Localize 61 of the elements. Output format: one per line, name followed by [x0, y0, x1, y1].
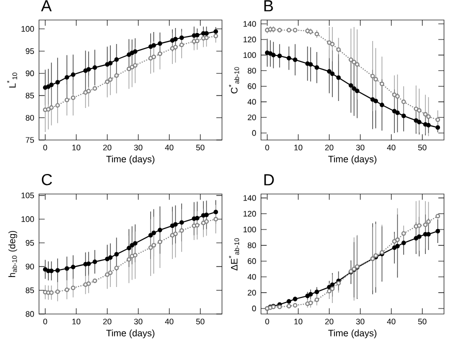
y-tick-label: 140: [244, 21, 256, 27]
y-tick-label: 100: [22, 26, 34, 32]
x-tick-label: 40: [387, 144, 396, 150]
x-tick-label: 40: [165, 144, 174, 150]
y-tick-label: 40: [248, 98, 256, 105]
y-tick-label: 100: [244, 52, 256, 58]
y-tick-label: 85: [26, 287, 34, 294]
y-tick-label: 80: [248, 242, 256, 248]
chart-title: D: [264, 174, 274, 186]
x-tick-label: 20: [325, 144, 334, 150]
x-tick-label: 30: [356, 144, 364, 150]
x-tick-label: 30: [134, 144, 142, 150]
x-tick-label: 0: [43, 144, 48, 150]
x-tick-label: 20: [103, 318, 112, 324]
x-tick-label: 10: [294, 144, 302, 150]
y-tick-label: 140: [244, 195, 256, 201]
y-tick-label: 40: [248, 274, 256, 280]
x-tick-label: 0: [265, 144, 270, 150]
y-tick-label: 0: [252, 130, 256, 136]
x-tick-label: 40: [387, 318, 396, 324]
y-tick-label: 120: [244, 210, 256, 217]
x-tick-label: 50: [196, 318, 204, 324]
y-tick-label: 100: [22, 216, 34, 222]
x-axis-title: Time (days): [106, 156, 154, 164]
y-tick-label: 20: [248, 290, 256, 296]
x-tick-label: 40: [165, 318, 174, 324]
x-axis-title: Time (days): [328, 330, 376, 338]
y-tick-label: 80: [26, 114, 34, 121]
y-tick-label: 20: [248, 114, 256, 120]
y-tick-label: 120: [244, 36, 256, 42]
y-axis-title: h$_{ab-10}$ (deg): [8, 230, 18, 277]
y-tick-label: 95: [26, 240, 34, 246]
x-tick-label: 10: [294, 318, 302, 324]
x-tick-label: 30: [134, 318, 142, 324]
chart-title: C: [42, 174, 52, 186]
x-tick-label: 50: [196, 144, 204, 150]
y-tick-label: 60: [248, 83, 256, 90]
x-axis-title: Time (days): [106, 330, 154, 338]
x-tick-label: 0: [43, 318, 48, 324]
y-tick-label: 80: [26, 311, 34, 317]
x-tick-label: 10: [72, 318, 80, 324]
x-tick-label: 20: [103, 144, 112, 150]
x-tick-label: 20: [325, 318, 334, 324]
y-tick-label: 75: [26, 137, 34, 143]
x-tick-label: 10: [72, 144, 80, 150]
y-tick-label: 90: [26, 264, 34, 270]
x-tick-label: 30: [356, 318, 364, 324]
chart-title: B: [264, 0, 273, 12]
y-tick-label: 100: [244, 226, 256, 232]
x-axis-title: Time (days): [328, 156, 376, 164]
y-tick-label: 0: [252, 306, 256, 312]
y-tick-label: 95: [26, 48, 34, 54]
y-tick-label: 105: [22, 192, 34, 198]
x-tick-label: 0: [265, 318, 270, 324]
chart-title: A: [41, 0, 52, 12]
y-tick-label: 90: [26, 70, 34, 76]
y-tick-label: 60: [248, 258, 256, 264]
y-tick-label: 80: [248, 68, 256, 74]
x-tick-label: 50: [418, 144, 426, 150]
x-tick-label: 50: [418, 318, 426, 324]
y-tick-label: 85: [26, 92, 34, 98]
